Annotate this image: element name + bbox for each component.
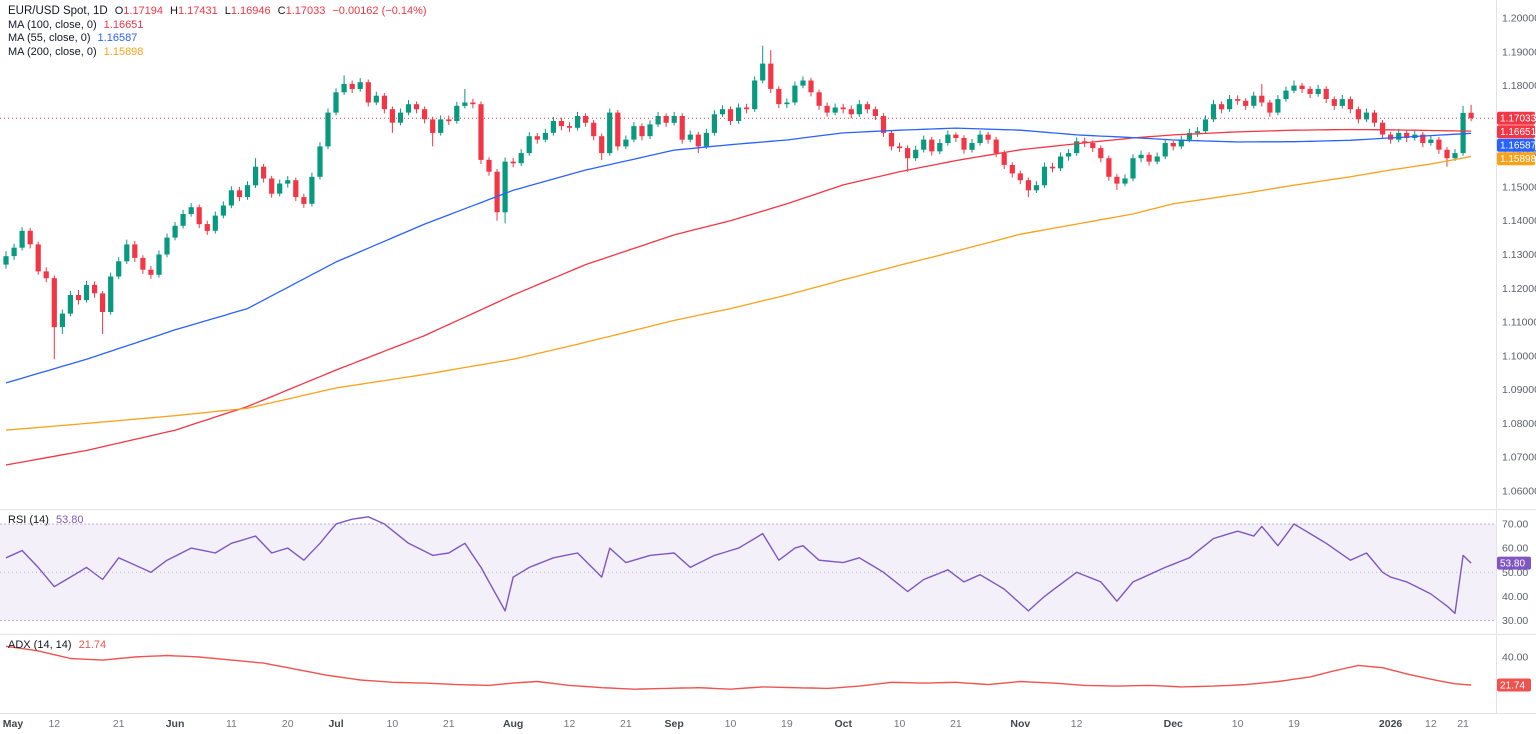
adx-legend[interactable]: ADX (14, 14) 21.74 xyxy=(8,639,113,653)
svg-text:21: 21 xyxy=(950,718,962,730)
svg-text:Aug: Aug xyxy=(503,718,523,730)
adx-value: 21.74 xyxy=(78,639,107,651)
svg-text:11: 11 xyxy=(226,718,237,730)
svg-text:10: 10 xyxy=(894,718,906,730)
open-label: O xyxy=(114,5,124,17)
rsi-label: RSI (14) xyxy=(8,514,49,526)
high-value: 1.17431 xyxy=(177,5,218,17)
svg-text:1.13000: 1.13000 xyxy=(1502,249,1536,261)
svg-text:Jun: Jun xyxy=(166,718,185,730)
svg-text:1.14000: 1.14000 xyxy=(1502,215,1536,227)
ohlc-close: C1.17033 xyxy=(278,5,326,19)
svg-text:70.00: 70.00 xyxy=(1502,519,1528,531)
svg-text:2026: 2026 xyxy=(1379,718,1403,730)
svg-text:1.17033: 1.17033 xyxy=(1500,114,1536,125)
svg-text:10: 10 xyxy=(725,718,737,730)
svg-text:Dec: Dec xyxy=(1164,718,1183,730)
ma-200-legend[interactable]: MA (200, close, 0) 1.15898 xyxy=(8,46,434,60)
svg-text:50.00: 50.00 xyxy=(1502,567,1528,579)
symbol-title[interactable]: EUR/USD Spot, 1D xyxy=(8,5,108,17)
svg-text:1.16587: 1.16587 xyxy=(1500,141,1536,152)
svg-text:1.06000: 1.06000 xyxy=(1502,486,1536,498)
rsi-value: 53.80 xyxy=(55,514,84,526)
adx-label: ADX (14, 14) xyxy=(8,639,72,651)
ma-100-value: 1.16651 xyxy=(103,18,144,31)
ohlc-high: H1.17431 xyxy=(170,5,218,19)
svg-text:40.00: 40.00 xyxy=(1502,652,1528,664)
svg-text:1.18000: 1.18000 xyxy=(1502,80,1536,92)
svg-text:19: 19 xyxy=(1288,718,1300,730)
svg-text:21.74: 21.74 xyxy=(1500,680,1525,691)
svg-text:21: 21 xyxy=(113,718,125,730)
svg-text:1.10000: 1.10000 xyxy=(1502,350,1536,362)
svg-text:10: 10 xyxy=(1232,718,1244,730)
low-value: 1.16946 xyxy=(230,5,271,17)
svg-text:12: 12 xyxy=(564,718,576,730)
svg-text:30.00: 30.00 xyxy=(1502,615,1528,627)
time-axis[interactable] xyxy=(0,714,1536,734)
svg-text:40.00: 40.00 xyxy=(1502,591,1528,603)
svg-text:1.19000: 1.19000 xyxy=(1502,46,1536,58)
main-legend: EUR/USD Spot, 1D O1.17194 H1.17431 L1.16… xyxy=(8,5,434,59)
change-value: −0.00162 (−0.14%) xyxy=(332,5,427,17)
svg-text:1.09000: 1.09000 xyxy=(1502,384,1536,396)
open-value: 1.17194 xyxy=(123,5,164,17)
ma-55-legend[interactable]: MA (55, close, 0) 1.16587 xyxy=(8,32,434,46)
close-label: C xyxy=(277,5,286,17)
ohlc-open: O1.17194 xyxy=(115,5,163,19)
svg-text:Nov: Nov xyxy=(1010,718,1030,730)
svg-text:1.11000: 1.11000 xyxy=(1502,317,1536,329)
svg-text:1.20000: 1.20000 xyxy=(1502,13,1536,25)
svg-text:1.08000: 1.08000 xyxy=(1502,418,1536,430)
svg-text:20: 20 xyxy=(282,718,294,730)
ma-100-label: MA (100, close, 0) xyxy=(8,18,97,31)
svg-text:1.15898: 1.15898 xyxy=(1500,154,1536,165)
ma-200-value: 1.15898 xyxy=(103,45,144,58)
svg-text:12: 12 xyxy=(48,718,60,730)
svg-text:21: 21 xyxy=(620,718,632,730)
svg-text:10: 10 xyxy=(387,718,399,730)
svg-text:19: 19 xyxy=(781,718,793,730)
svg-text:1.16651: 1.16651 xyxy=(1500,127,1536,138)
price-axis[interactable] xyxy=(1496,0,1536,714)
svg-text:1.12000: 1.12000 xyxy=(1502,283,1536,295)
svg-text:60.00: 60.00 xyxy=(1502,543,1528,555)
ma-55-label: MA (55, close, 0) xyxy=(8,32,91,44)
svg-text:1.15000: 1.15000 xyxy=(1502,181,1536,193)
ma-200-label: MA (200, close, 0) xyxy=(8,45,97,58)
svg-text:53.80: 53.80 xyxy=(1500,559,1525,570)
low-label: L xyxy=(224,5,231,17)
rsi-legend[interactable]: RSI (14) 53.80 xyxy=(8,514,91,528)
svg-text:21: 21 xyxy=(1457,718,1469,730)
svg-text:1.07000: 1.07000 xyxy=(1502,452,1536,464)
ma-100-legend[interactable]: MA (100, close, 0) 1.16651 xyxy=(8,19,434,33)
svg-text:Jul: Jul xyxy=(328,718,343,730)
svg-text:12: 12 xyxy=(1071,718,1083,730)
symbol-row[interactable]: EUR/USD Spot, 1D O1.17194 H1.17431 L1.16… xyxy=(8,5,434,19)
svg-text:12: 12 xyxy=(1425,718,1437,730)
high-label: H xyxy=(170,5,178,17)
close-value: 1.17033 xyxy=(285,5,326,17)
svg-text:May: May xyxy=(3,718,24,730)
ma-55-value: 1.16587 xyxy=(97,32,138,44)
ohlc-low: L1.16946 xyxy=(225,5,271,19)
svg-text:Oct: Oct xyxy=(834,718,852,730)
svg-text:21: 21 xyxy=(443,718,455,730)
svg-text:Sep: Sep xyxy=(665,718,684,730)
